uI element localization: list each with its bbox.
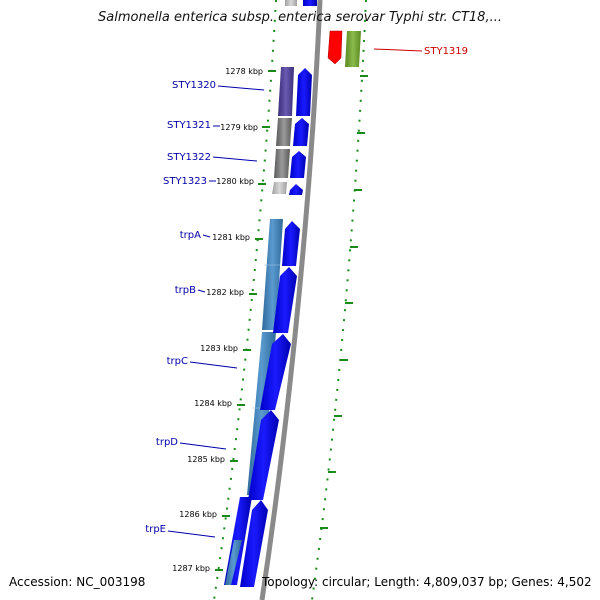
STY1323-product-bar[interactable] bbox=[272, 182, 287, 194]
kbp-label: 1279 kbp bbox=[220, 123, 258, 132]
gene-label-trpC[interactable]: trpC bbox=[167, 356, 188, 367]
top-grey-feature bbox=[285, 0, 297, 6]
gene-labels: STY1319 STY1320 STY1321 STY1322 STY1323 … bbox=[145, 46, 468, 535]
gene-trpB[interactable] bbox=[273, 267, 297, 333]
kbp-label: 1285 kbp bbox=[187, 455, 225, 464]
outer-tick-marks bbox=[320, 75, 368, 529]
gene-label-STY1322[interactable]: STY1322 bbox=[167, 152, 211, 163]
genome-summary-text: Topology: circular; Length: 4,809,037 bp… bbox=[262, 575, 592, 589]
kbp-label: 1280 kbp bbox=[216, 177, 254, 186]
trpE-product-bar-shade bbox=[225, 540, 242, 585]
gene-trpE[interactable] bbox=[240, 500, 268, 587]
kbp-tick-marks bbox=[215, 70, 276, 571]
STY1319-product-bar[interactable] bbox=[345, 31, 361, 67]
gene-STY1319[interactable] bbox=[327, 30, 343, 65]
gene-STY1320[interactable] bbox=[296, 68, 312, 116]
outer-tick-track bbox=[311, 0, 367, 600]
STY1321-product-bar[interactable] bbox=[276, 118, 292, 146]
kbp-label: 1281 kbp bbox=[212, 233, 250, 242]
gene-label-trpE[interactable]: trpE bbox=[145, 524, 166, 535]
accession-text: Accession: NC_003198 bbox=[9, 575, 146, 589]
label-connectors bbox=[167, 48, 423, 538]
gene-STY1322[interactable] bbox=[290, 151, 306, 178]
gene-STY1323[interactable] bbox=[289, 184, 303, 195]
gene-label-trpB[interactable]: trpB bbox=[175, 285, 196, 296]
gene-trpD[interactable] bbox=[248, 410, 279, 500]
kbp-label: 1287 kbp bbox=[172, 564, 210, 573]
kbp-label: 1278 kbp bbox=[225, 67, 263, 76]
gene-label-STY1323[interactable]: STY1323 bbox=[163, 176, 207, 187]
gene-label-trpD[interactable]: trpD bbox=[156, 437, 178, 448]
gene-label-STY1319[interactable]: STY1319 bbox=[424, 46, 468, 57]
gene-label-trpA[interactable]: trpA bbox=[180, 230, 201, 241]
kbp-label: 1282 kbp bbox=[206, 288, 244, 297]
genome-backbone bbox=[259, 0, 323, 600]
gene-trpC[interactable] bbox=[260, 334, 291, 410]
kbp-label: 1283 kbp bbox=[200, 344, 238, 353]
gene-label-STY1321[interactable]: STY1321 bbox=[167, 120, 211, 131]
gene-STY1321[interactable] bbox=[293, 118, 309, 146]
map-title: Salmonella enterica subsp. enterica sero… bbox=[98, 10, 502, 25]
STY1322-product-bar[interactable] bbox=[274, 149, 290, 178]
STY1320-product-bar[interactable] bbox=[278, 67, 294, 116]
gene-label-STY1320[interactable]: STY1320 bbox=[172, 80, 216, 91]
kbp-labels: 1278 kbp 1279 kbp 1280 kbp 1281 kbp 1282… bbox=[172, 67, 263, 573]
kbp-label: 1284 kbp bbox=[194, 399, 232, 408]
kbp-label: 1286 kbp bbox=[179, 510, 217, 519]
gene-trpA[interactable] bbox=[282, 221, 300, 266]
top-blue-feature bbox=[303, 0, 317, 6]
